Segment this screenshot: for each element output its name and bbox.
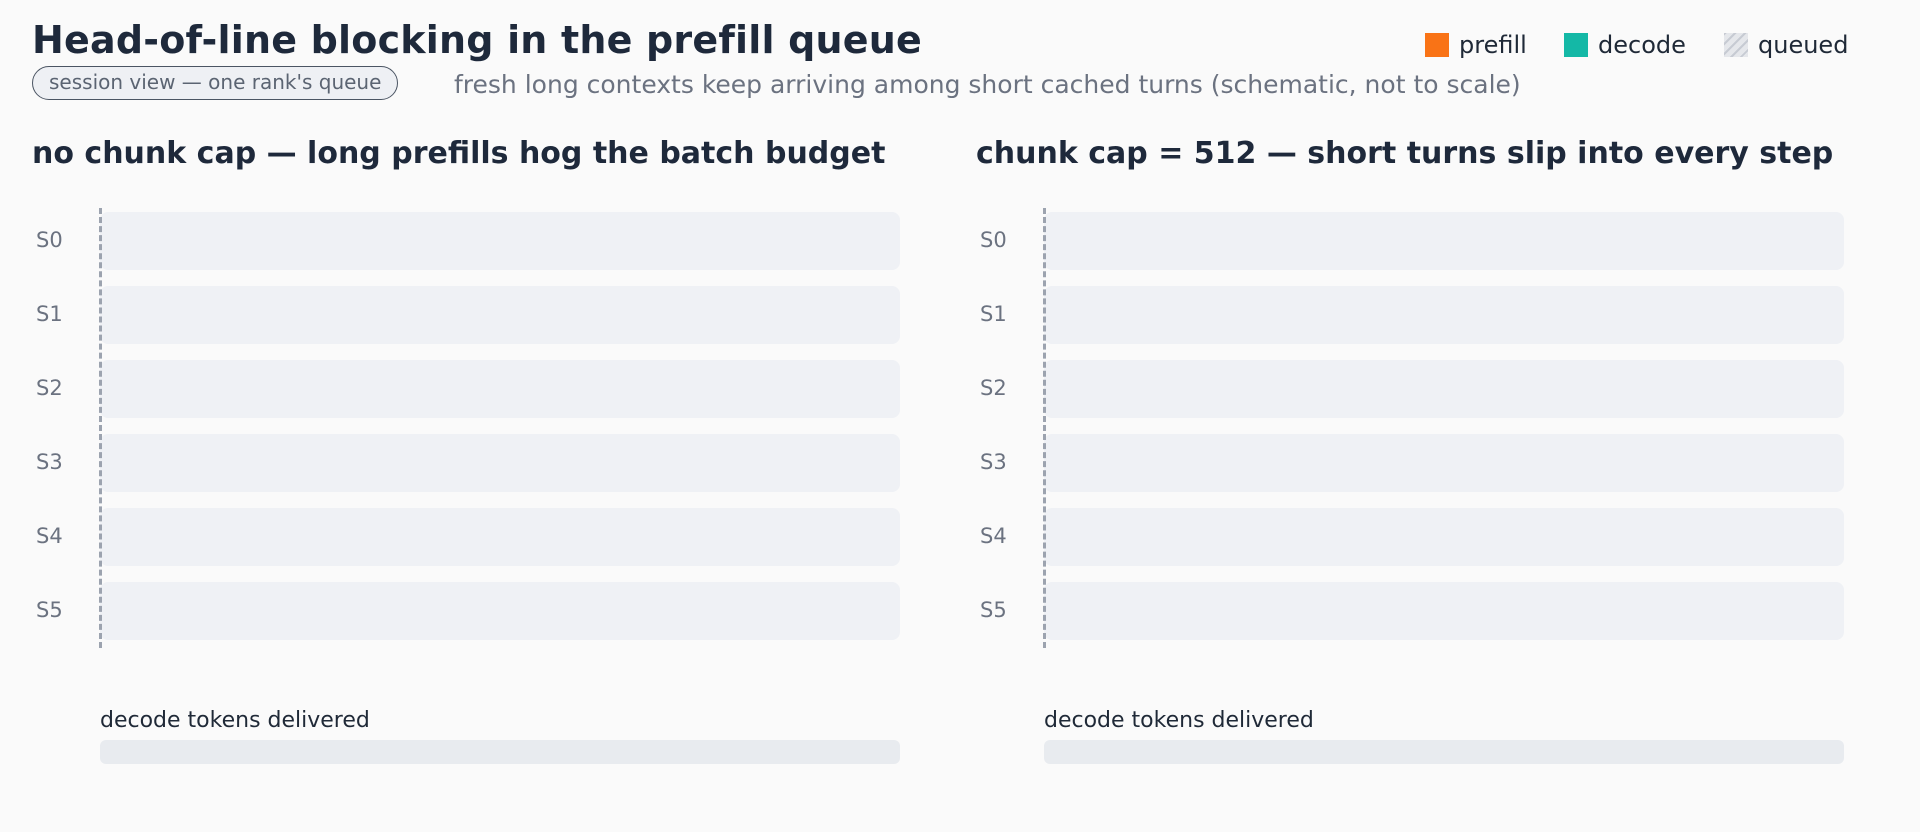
session-lane: [1044, 582, 1844, 640]
decode-tokens-label: decode tokens delivered: [1044, 708, 1314, 733]
legend-item-decode: decode: [1564, 31, 1686, 59]
row-label-s3: S3: [980, 450, 1007, 474]
page-title: Head-of-line blocking in the prefill que…: [32, 18, 923, 62]
time-origin-line: [1043, 208, 1046, 648]
panel-title: no chunk cap — long prefills hog the bat…: [32, 136, 886, 171]
time-origin-line: [99, 208, 102, 648]
session-lane: [100, 434, 900, 492]
decode-swatch-icon: [1564, 33, 1588, 57]
decode-tokens-bar: [1044, 740, 1844, 764]
session-lane: [1044, 360, 1844, 418]
row-label-s1: S1: [980, 302, 1007, 326]
session-lane: [1044, 434, 1844, 492]
prefill-swatch-icon: [1425, 33, 1449, 57]
row-label-s5: S5: [36, 598, 63, 622]
session-lane: [100, 212, 900, 270]
legend-item-queued: queued: [1724, 31, 1848, 59]
session-lane: [100, 582, 900, 640]
queued-hatch-icon: [1724, 33, 1748, 57]
session-lane: [1044, 212, 1844, 270]
row-label-s3: S3: [36, 450, 63, 474]
session-lane: [100, 360, 900, 418]
row-label-s0: S0: [36, 228, 63, 252]
page-subtitle: fresh long contexts keep arriving among …: [454, 70, 1521, 99]
decode-tokens-bar: [100, 740, 900, 764]
row-label-s5: S5: [980, 598, 1007, 622]
session-lane: [1044, 286, 1844, 344]
row-label-s4: S4: [980, 524, 1007, 548]
panel-title: chunk cap = 512 — short turns slip into …: [976, 136, 1834, 171]
legend-label: prefill: [1459, 31, 1527, 59]
legend-label: queued: [1758, 31, 1849, 59]
session-lane: [1044, 508, 1844, 566]
legend-item-prefill: prefill: [1425, 31, 1527, 59]
session-view-badge: session view — one rank's queue: [32, 66, 399, 100]
row-label-s1: S1: [36, 302, 63, 326]
session-lane: [100, 508, 900, 566]
row-label-s4: S4: [36, 524, 63, 548]
row-label-s0: S0: [980, 228, 1007, 252]
decode-tokens-label: decode tokens delivered: [100, 708, 370, 733]
row-label-s2: S2: [980, 376, 1007, 400]
legend-label: decode: [1598, 31, 1686, 59]
row-label-s2: S2: [36, 376, 63, 400]
session-lane: [100, 286, 900, 344]
